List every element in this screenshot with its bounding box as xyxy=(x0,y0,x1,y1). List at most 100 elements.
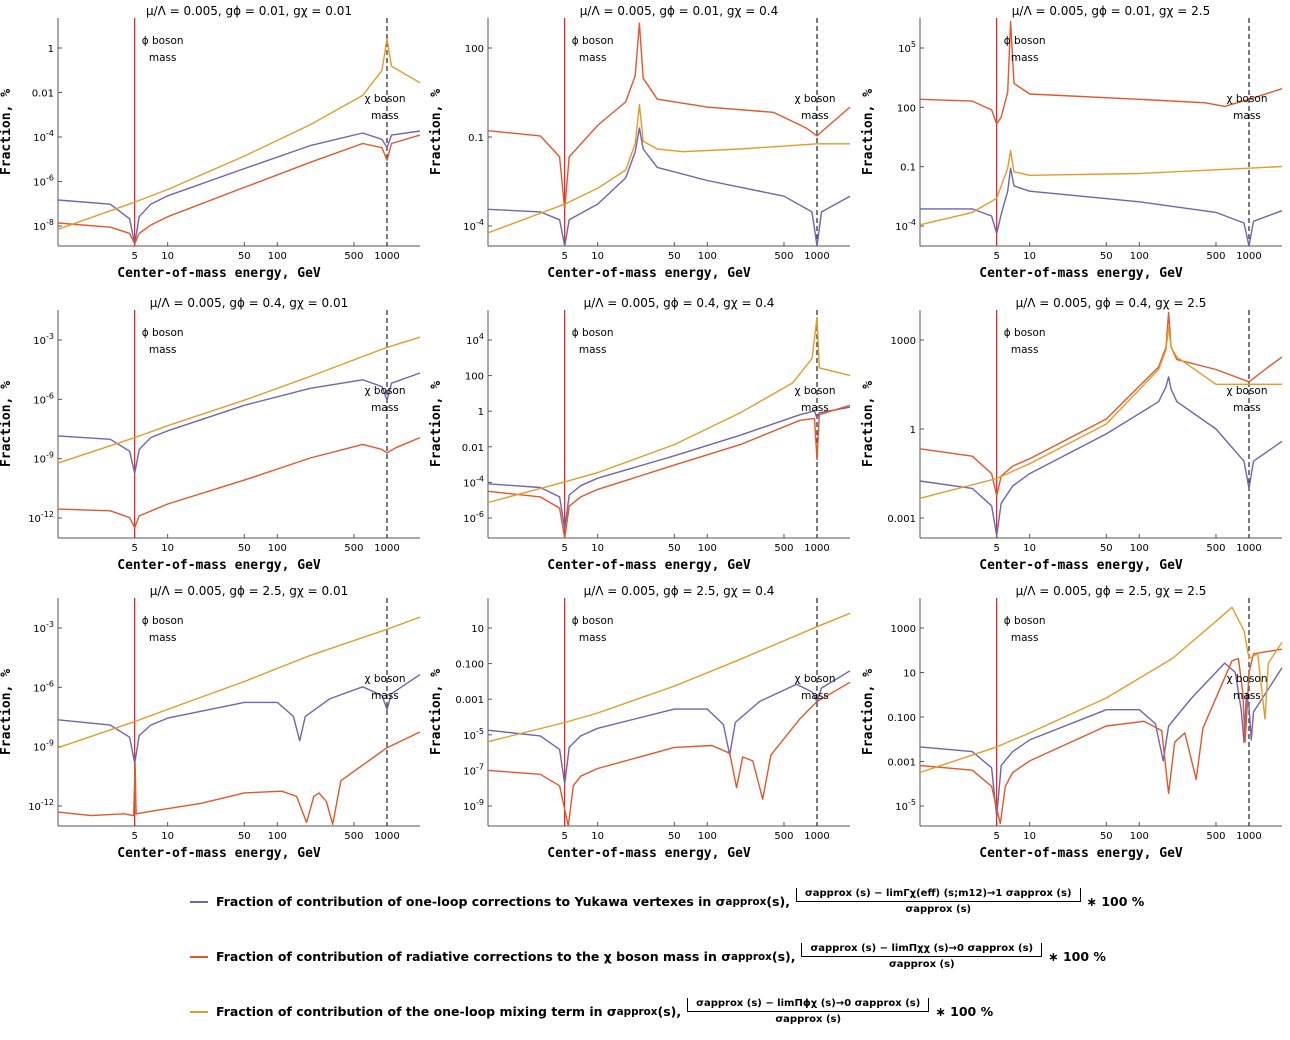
y-axis-label: Fraction, % xyxy=(0,381,14,467)
phi-mass-annotation: ϕ boson xyxy=(572,615,614,627)
chi-mass-annotation: χ boson xyxy=(364,673,405,685)
y-axis-label: Fraction, % xyxy=(861,381,876,467)
x-tick-label: 5 xyxy=(993,831,999,842)
y-tick-label: 10-4 xyxy=(33,129,54,144)
fraction-denominator: σapprox (s) xyxy=(775,1014,842,1025)
x-tick-label: 5 xyxy=(993,251,999,262)
x-tick-label: 500 xyxy=(1206,543,1225,554)
y-tick-label: 10-4 xyxy=(463,218,484,233)
x-tick-label: 50 xyxy=(238,543,251,554)
legend-sub: approx xyxy=(730,950,772,963)
x-tick-label: 1000 xyxy=(374,543,399,554)
y-axis-label: Fraction, % xyxy=(429,669,444,755)
panel-title: μ/Λ = 0.005, gϕ = 0.4, gχ = 0.4 xyxy=(584,296,775,310)
y-tick-label: 10-12 xyxy=(28,510,54,525)
x-tick-label: 100 xyxy=(698,543,717,554)
y-tick-label: 10-6 xyxy=(33,174,54,189)
y-tick-label: 100 xyxy=(465,44,484,55)
y-tick-label: 10-7 xyxy=(463,762,484,777)
y-tick-label: 105 xyxy=(898,40,916,55)
x-axis-label: Center-of-mass energy, GeV xyxy=(979,558,1183,573)
panel-4: μ/Λ = 0.005, gϕ = 0.4, gχ = 0.01 5 10 50 100… xyxy=(0,296,421,573)
x-tick-label: 500 xyxy=(774,543,793,554)
x-tick-label: 100 xyxy=(1130,251,1149,262)
y-tick-label: 10 xyxy=(471,624,484,635)
legend-fraction: σapprox (s) − limΠχχ (s)→0 σapprox (s) σ… xyxy=(801,943,1043,970)
series-mixing xyxy=(919,606,1283,774)
series-vertex xyxy=(920,167,1283,247)
series-vertex xyxy=(487,406,851,530)
chi-mass-annotation: χ boson xyxy=(364,93,405,105)
x-tick-label: 10 xyxy=(1023,543,1036,554)
fraction-numerator: σapprox (s) − limΓχ(eff) (s;m12)→1 σappr… xyxy=(795,888,1081,902)
panel-title: μ/Λ = 0.005, gϕ = 2.5, gχ = 2.5 xyxy=(1016,584,1207,598)
x-tick-label: 1000 xyxy=(374,251,399,262)
panel-5: μ/Λ = 0.005, gϕ = 0.4, gχ = 0.4 5 10 50 100 5… xyxy=(429,296,851,573)
x-tick-label: 100 xyxy=(1130,543,1149,554)
phi-mass-annotation: ϕ boson xyxy=(572,35,614,47)
series-vertex xyxy=(487,127,851,247)
fraction-denominator: σapprox (s) xyxy=(905,904,972,915)
y-axis-label: Fraction, % xyxy=(861,89,876,175)
x-tick-label: 1000 xyxy=(804,543,829,554)
legend-item-mixing: Fraction of contribution of the one-loop… xyxy=(190,998,993,1025)
x-tick-label: 10 xyxy=(161,251,174,262)
x-tick-label: 50 xyxy=(668,543,681,554)
x-tick-label: 100 xyxy=(268,543,287,554)
phi-mass-annotation: ϕ boson xyxy=(142,35,184,47)
legend-swatch-vertex xyxy=(190,900,208,903)
legend-sub: approx xyxy=(616,1005,658,1018)
x-tick-label: 50 xyxy=(238,831,251,842)
x-tick-label: 5 xyxy=(131,543,137,554)
y-tick-label: 10-6 xyxy=(33,679,54,694)
panel-7: μ/Λ = 0.005, gϕ = 2.5, gχ = 0.01 5 10 50 100… xyxy=(0,584,421,861)
panel-8: μ/Λ = 0.005, gϕ = 2.5, gχ = 0.4 5 10 50 100 5… xyxy=(429,584,851,861)
x-tick-label: 5 xyxy=(993,543,999,554)
series-mass xyxy=(487,22,851,210)
series-vertex xyxy=(919,662,1283,818)
y-tick-label: 10-3 xyxy=(33,332,54,347)
y-tick-label: 1000 xyxy=(891,336,916,347)
series-mixing xyxy=(57,336,421,464)
legend-suffix: ∗ 100 % xyxy=(935,1004,994,1019)
legend-arg: (s), xyxy=(766,894,790,909)
phi-mass-annotation-line2: mass xyxy=(579,632,607,644)
y-tick-label: 1 xyxy=(478,407,484,418)
y-tick-label: 10-3 xyxy=(33,620,54,635)
panel-title: μ/Λ = 0.005, gϕ = 0.01, gχ = 0.4 xyxy=(580,4,778,18)
x-tick-label: 5 xyxy=(561,251,567,262)
series-mass xyxy=(919,648,1283,825)
x-tick-label: 500 xyxy=(1206,831,1225,842)
y-tick-label: 1 xyxy=(48,44,54,55)
phi-mass-annotation-line2: mass xyxy=(1011,344,1039,356)
legend-suffix: ∗ 100 % xyxy=(1086,894,1145,909)
legend-text: Fraction of contribution of the one-loop… xyxy=(216,1004,617,1019)
x-axis-label: Center-of-mass energy, GeV xyxy=(979,266,1183,281)
panel-title: μ/Λ = 0.005, gϕ = 2.5, gχ = 0.01 xyxy=(150,584,348,598)
chi-mass-annotation: χ boson xyxy=(794,673,835,685)
legend-text: Fraction of contribution of radiative co… xyxy=(216,949,731,964)
chi-mass-annotation: χ boson xyxy=(794,93,835,105)
x-tick-label: 500 xyxy=(344,251,363,262)
x-axis-label: Center-of-mass energy, GeV xyxy=(547,846,751,861)
y-tick-label: 10-6 xyxy=(463,510,484,525)
panel-3: μ/Λ = 0.005, gϕ = 0.01, gχ = 2.5 5 10 50 100… xyxy=(861,4,1283,281)
panel-title: μ/Λ = 0.005, gϕ = 0.4, gχ = 0.01 xyxy=(150,296,348,310)
y-tick-label: 10-9 xyxy=(33,451,54,466)
series-mass xyxy=(919,311,1283,497)
chi-mass-annotation-line2: mass xyxy=(1233,110,1261,122)
phi-mass-annotation: ϕ boson xyxy=(1004,615,1046,627)
x-tick-label: 500 xyxy=(774,251,793,262)
panel-title: μ/Λ = 0.005, gϕ = 2.5, gχ = 0.4 xyxy=(584,584,775,598)
fraction-denominator: σapprox (s) xyxy=(888,959,955,970)
y-axis-label: Fraction, % xyxy=(861,669,876,755)
y-tick-label: 10-9 xyxy=(463,798,484,813)
phi-mass-annotation-line2: mass xyxy=(1011,52,1039,64)
y-tick-label: 0.01 xyxy=(462,443,484,454)
y-tick-label: 10-5 xyxy=(463,727,484,742)
panel-title: μ/Λ = 0.005, gϕ = 0.01, gχ = 2.5 xyxy=(1012,4,1210,18)
series-vertex xyxy=(487,670,851,785)
y-tick-label: 0.001 xyxy=(887,758,916,769)
x-tick-label: 50 xyxy=(1100,831,1113,842)
y-tick-label: 0.01 xyxy=(32,89,54,100)
